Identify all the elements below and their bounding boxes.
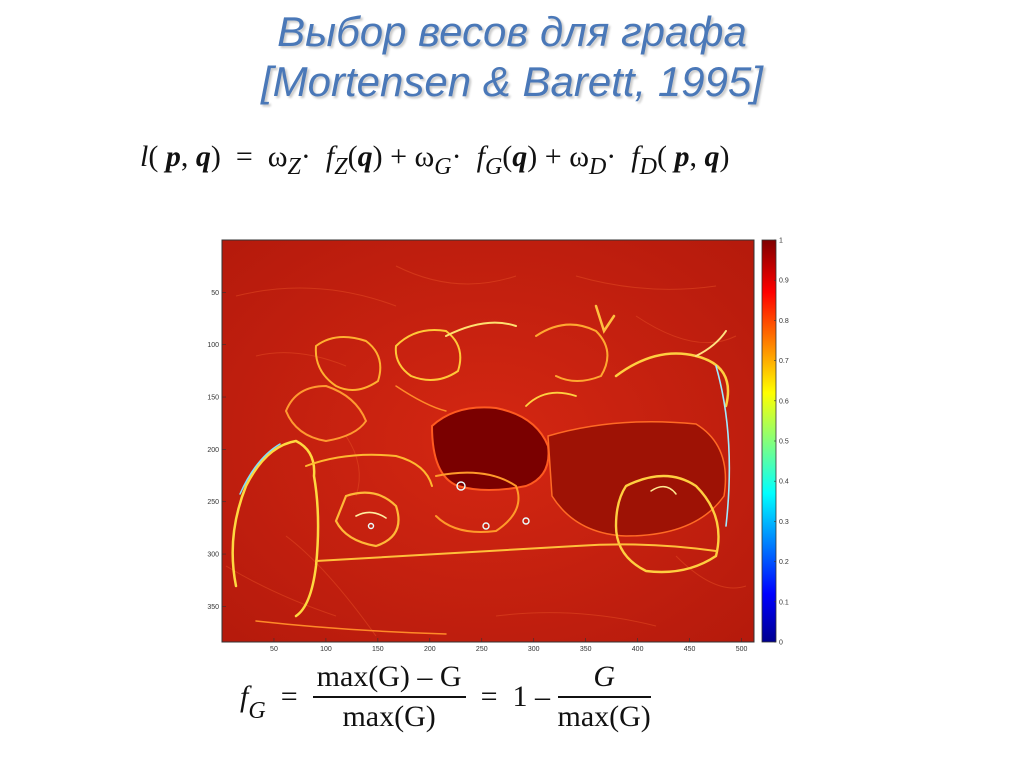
colorbar-tick-label: 0.3 — [779, 519, 789, 526]
central-pepper — [430, 406, 550, 491]
x-tick-label: 250 — [476, 646, 488, 653]
dot-2: · — [451, 140, 462, 173]
fg-formula: fG = max(G) – G max(G) = 1 – G max(G) — [240, 660, 760, 740]
omega-d: ω — [569, 140, 589, 173]
f-d: f — [631, 140, 640, 173]
x-tick-label: 100 — [320, 646, 332, 653]
f-g: f — [476, 140, 485, 173]
gradient-heatmap-figure: 50 100 150 200 250 300 350 50 100 150 200 250 300 35… — [207, 238, 789, 654]
dot-1: · — [300, 140, 311, 173]
fraction-1-denominator: max(G) — [342, 700, 436, 733]
x-tick-label: 50 — [270, 646, 278, 653]
plus-2: + — [544, 140, 562, 173]
omega-z: ω — [267, 140, 288, 173]
slide-citation: [Mortensen & Barett, 1995] — [261, 58, 763, 105]
omega-g: ω — [414, 140, 435, 173]
fraction-1-numerator: max(G) – G — [312, 660, 466, 698]
y-tick-label: 200 — [207, 447, 219, 454]
fraction-2: G max(G) — [557, 660, 651, 734]
fg-sub: G — [248, 697, 266, 724]
x-tick-label: 200 — [424, 646, 436, 653]
x-tick-label: 400 — [632, 646, 644, 653]
sub-g: G — [434, 154, 452, 180]
colorbar — [761, 239, 777, 643]
y-tick-label: 50 — [211, 290, 219, 297]
x-tick-label: 450 — [684, 646, 696, 653]
sub-d2: D — [639, 154, 657, 180]
colorbar-ticks: 0 0.1 0.2 0.3 0.4 0.5 0.6 0.7 0.8 0.9 1 — [774, 238, 789, 647]
arg-p: p — [674, 140, 690, 173]
y-tick-label: 300 — [207, 552, 219, 559]
dot-3: · — [606, 140, 617, 173]
sub-z: Z — [287, 154, 301, 180]
y-tick-label: 150 — [207, 395, 219, 402]
sub-d: D — [588, 154, 607, 180]
fg-eq1: = — [280, 680, 298, 713]
colorbar-tick-label: 1 — [779, 238, 783, 245]
formula-l: l — [140, 140, 149, 173]
x-axis-ticks: 50 100 150 200 250 300 350 400 450 500 — [270, 638, 747, 653]
formula-equals: = — [235, 140, 253, 173]
edge-map — [225, 265, 747, 637]
colorbar-tick-label: 0.1 — [779, 599, 789, 606]
y-tick-label: 250 — [207, 499, 219, 506]
fraction-1: max(G) – G max(G) — [312, 660, 466, 734]
colorbar-tick-label: 0.5 — [779, 439, 789, 446]
arg-q1: q — [357, 140, 373, 173]
colorbar-tick-label: 0.9 — [779, 278, 789, 285]
y-tick-label: 100 — [207, 342, 219, 349]
slide-title: Выбор весов для графа — [277, 8, 747, 55]
cost-formula: l( p, q) = ωZ· fZ(q) + ωG· fG(q) + ωD· f… — [140, 140, 730, 180]
colorbar-tick-label: 0.2 — [779, 559, 789, 566]
y-axis-ticks: 50 100 150 200 250 300 350 — [207, 290, 226, 611]
fraction-2-numerator: G — [557, 660, 651, 698]
x-tick-label: 150 — [372, 646, 384, 653]
arg-q3: q — [704, 140, 720, 173]
fg-f: f — [240, 680, 249, 713]
colorbar-tick-label: 0.4 — [779, 479, 789, 486]
formula-q: q — [195, 140, 211, 173]
fg-eq2: = — [480, 680, 498, 713]
colorbar-tick-label: 0.6 — [779, 398, 789, 405]
f-z: f — [325, 140, 335, 173]
y-tick-label: 350 — [207, 604, 219, 611]
x-tick-label: 350 — [580, 646, 592, 653]
x-tick-label: 500 — [736, 646, 748, 653]
fraction-2-denominator: max(G) — [557, 700, 651, 733]
formula-p: p — [165, 140, 181, 173]
colorbar-tick-label: 0.8 — [779, 318, 789, 325]
x-tick-label: 300 — [528, 646, 540, 653]
sub-z2: Z — [334, 154, 348, 180]
plus-1: + — [390, 140, 407, 173]
sub-g2: G — [484, 154, 503, 180]
arg-q2: q — [512, 140, 528, 173]
colorbar-tick-label: 0.7 — [779, 358, 789, 365]
one-minus: 1 – — [512, 680, 551, 713]
colorbar-tick-label: 0 — [779, 640, 783, 647]
